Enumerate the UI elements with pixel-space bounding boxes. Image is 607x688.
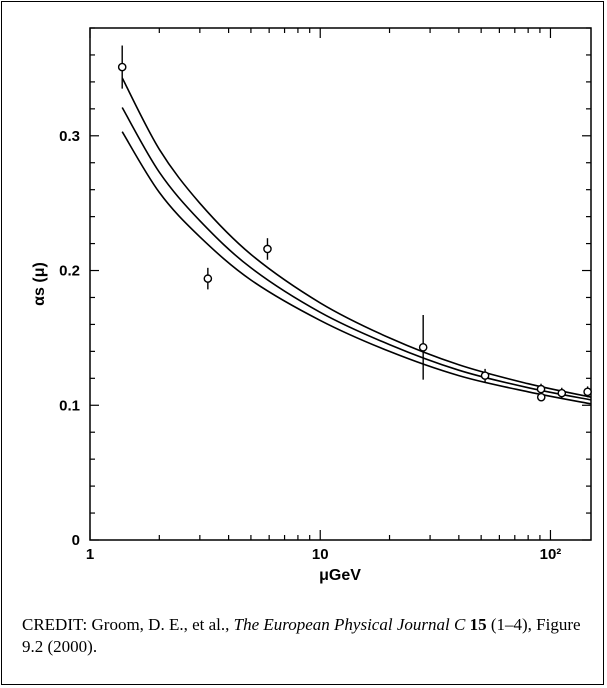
plot-area: [89, 27, 592, 541]
y-axis-title: αs (μ): [31, 262, 48, 306]
x-tick-label: 10²: [540, 546, 562, 563]
y-tick-label: 0.2: [59, 263, 80, 280]
credit-caption: CREDIT: Groom, D. E., et al., The Europe…: [22, 614, 592, 658]
fit-curve: [121, 107, 592, 401]
fit-curves: [121, 77, 592, 405]
data-point: [117, 62, 127, 72]
tick-labels: 0 0.1 0.2 0.3 1 10 10²: [59, 128, 561, 563]
credit-rest: (1–4), Figure 9.2 (2000).: [22, 615, 581, 656]
x-tick-label: 1: [86, 546, 94, 563]
credit-label: CREDIT:: [22, 615, 88, 634]
fit-curve: [121, 131, 592, 405]
axis-ticks: [89, 27, 591, 541]
chart: 0 0.1 0.2 0.3 1 10 10² μGeV αs (μ): [31, 27, 592, 584]
y-tick-label: 0.3: [59, 128, 80, 145]
x-tick-label: 10: [312, 546, 329, 563]
data-points: [117, 45, 592, 402]
data-point: [557, 388, 567, 398]
data-point: [203, 274, 213, 283]
data-point: [536, 384, 546, 394]
fit-curve: [121, 77, 592, 398]
credit-volume: 15: [469, 615, 487, 634]
credit-journal: The European Physical Journal C: [233, 615, 466, 634]
data-point: [480, 371, 490, 380]
data-point: [418, 343, 428, 352]
credit-authors: Groom, D. E., et al.,: [91, 615, 230, 634]
y-tick-label: 0: [72, 532, 80, 549]
y-tick-label: 0.1: [59, 397, 80, 414]
x-axis-title: μGeV: [319, 567, 361, 584]
data-point: [536, 392, 546, 402]
data-point: [263, 244, 272, 254]
data-point: [583, 387, 592, 397]
